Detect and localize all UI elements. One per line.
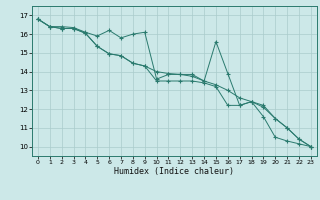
- X-axis label: Humidex (Indice chaleur): Humidex (Indice chaleur): [115, 167, 234, 176]
